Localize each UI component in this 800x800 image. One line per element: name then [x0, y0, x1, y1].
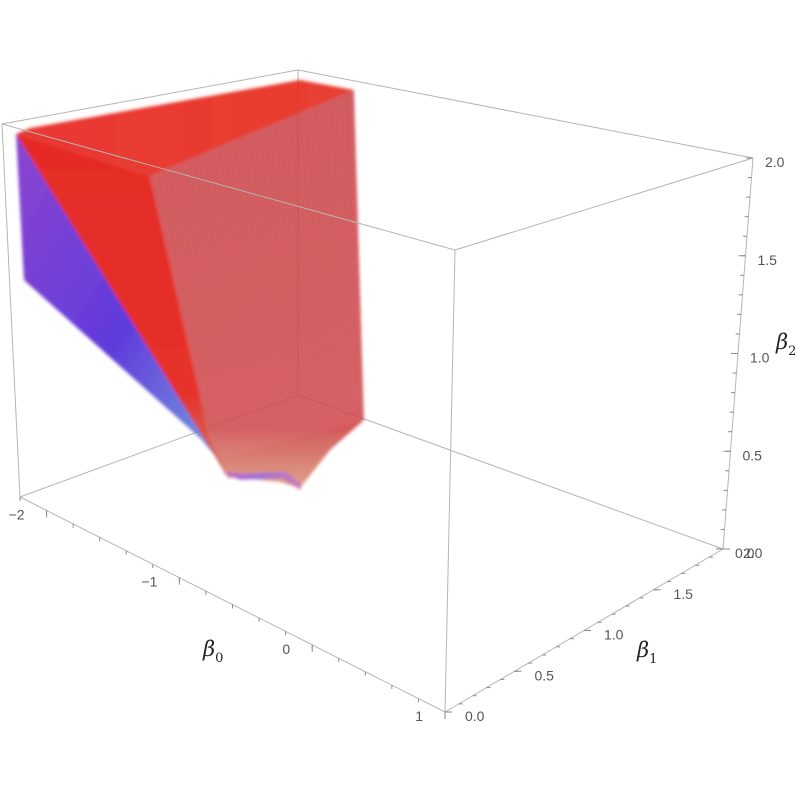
mesh-line — [180, 163, 238, 455]
tick-label-y: 2.0 — [743, 545, 763, 561]
mesh-line — [236, 139, 279, 444]
tick-label-x: 1 — [415, 708, 423, 724]
svg-text:β2: β2 — [775, 330, 796, 359]
mesh-line — [333, 98, 350, 425]
mesh-line — [338, 96, 354, 424]
mesh-line — [256, 130, 294, 440]
tick-label-z: 2.0 — [765, 154, 785, 170]
mesh-line — [266, 126, 302, 438]
mesh-line — [190, 158, 246, 453]
tick-label-y: 0.0 — [465, 708, 485, 724]
mesh-line — [185, 160, 242, 454]
mesh-line — [297, 113, 324, 432]
mesh-line — [292, 115, 320, 433]
region-top-face — [16, 80, 354, 176]
mesh-line — [164, 169, 227, 458]
tick-label-x: −2 — [9, 506, 25, 522]
tick-label-z: 1.5 — [758, 252, 778, 268]
axis-label-beta2: β2 — [775, 330, 796, 359]
mesh-line — [159, 171, 223, 459]
mesh-line — [261, 128, 298, 439]
tick-label-x: −1 — [141, 574, 157, 590]
tick-label-z: 0.5 — [743, 447, 763, 463]
mesh-line — [328, 100, 346, 426]
mesh-line — [277, 122, 309, 436]
mesh-line — [200, 154, 253, 451]
mesh-line — [175, 165, 235, 456]
mesh-line — [231, 141, 275, 445]
mesh-line — [323, 102, 343, 427]
mesh-line — [205, 152, 257, 450]
mesh-line — [348, 92, 361, 422]
axis-label-beta0: β0 — [202, 637, 223, 666]
mesh-line — [149, 175, 216, 461]
region-bottom-edge — [222, 472, 302, 490]
region-front-face — [16, 134, 228, 478]
mesh-line — [154, 173, 220, 460]
mesh-line — [343, 94, 357, 423]
mesh-line — [282, 120, 313, 435]
mesh-line — [251, 132, 290, 441]
mesh-line — [246, 135, 287, 442]
mesh-line — [195, 156, 249, 452]
mesh-line — [215, 147, 264, 448]
mesh-line — [272, 124, 305, 437]
mesh-line — [312, 107, 335, 429]
mesh-line — [170, 167, 231, 457]
mesh-line — [221, 145, 268, 447]
mesh-line — [287, 117, 316, 434]
mesh-line — [210, 150, 261, 449]
tick-label-z: 1.0 — [750, 350, 770, 366]
mesh-line — [353, 89, 365, 421]
region-volume — [16, 80, 365, 490]
axis-label-beta1: β1 — [636, 638, 657, 667]
mesh-line — [226, 143, 272, 446]
tick-label-y: 0.5 — [535, 667, 555, 683]
mesh-line — [307, 109, 331, 430]
region-mesh-texture — [149, 89, 365, 461]
svg-text:β0: β0 — [202, 637, 223, 666]
tick-label-x: 0 — [282, 641, 290, 657]
axis-ticks: −2−101 0.00.51.01.52.00.00.51.01.52.0 — [9, 154, 785, 724]
mesh-line — [317, 105, 339, 428]
mesh-line — [241, 137, 283, 443]
tick-label-y: 1.0 — [604, 627, 624, 643]
tick-label-z: 0.0 — [735, 545, 755, 561]
tick-label-y: 1.5 — [674, 586, 694, 602]
svg-text:β1: β1 — [636, 638, 657, 667]
mesh-line — [302, 111, 328, 431]
